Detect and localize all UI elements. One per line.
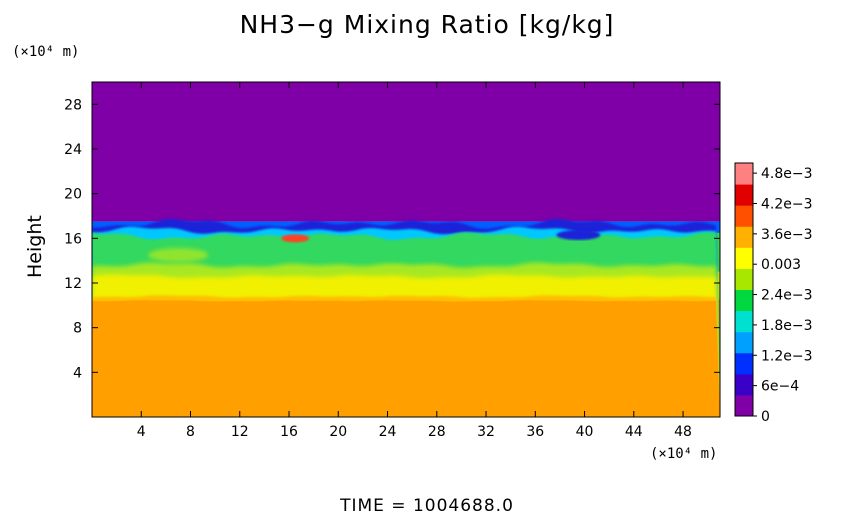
colorbar-tick-label: 2.4e−3 xyxy=(761,288,813,304)
colorbar-tick-label: 1.8e−3 xyxy=(761,318,813,334)
colorbar-tick-label: 4.8e−3 xyxy=(761,166,813,182)
plot-area xyxy=(92,82,720,417)
colorbar-swatch xyxy=(735,289,753,312)
x-tick-label: 40 xyxy=(576,424,594,440)
x-tick-label: 8 xyxy=(186,424,195,440)
chart-title: NH3−g Mixing Ratio [kg/kg] xyxy=(239,10,615,39)
colorbar-swatch xyxy=(735,268,753,290)
y-tick-label: 24 xyxy=(64,142,82,158)
colorbar-swatch xyxy=(735,352,753,375)
colorbar-tick-label: 3.6e−3 xyxy=(761,227,813,243)
colorbar-frame xyxy=(734,162,754,417)
x-tick-label: 44 xyxy=(625,424,643,440)
y-tick-label: 8 xyxy=(73,321,82,337)
x-tick-label: 20 xyxy=(329,424,347,440)
colorbar-swatch xyxy=(735,310,753,333)
y-tick-label: 4 xyxy=(73,365,82,381)
colorbar-swatch xyxy=(735,226,753,248)
x-tick-label: 36 xyxy=(526,424,544,440)
x-tick-label: 12 xyxy=(231,424,249,440)
colorbar-swatch xyxy=(735,247,753,269)
x-tick-label: 16 xyxy=(280,424,298,440)
colorbar-tick-label: 4.2e−3 xyxy=(761,196,813,212)
time-readout: TIME = 1004688.0 xyxy=(340,496,514,516)
y-tick-label: 20 xyxy=(64,187,82,203)
colorbar-tick-label: 0.003 xyxy=(761,257,801,273)
y-tick-label: 16 xyxy=(64,231,82,247)
colorbar-swatch xyxy=(735,205,753,227)
x-tick-label: 32 xyxy=(477,424,495,440)
x-tick-label: 28 xyxy=(428,424,446,440)
x-axis-unit: (×10⁴ m) xyxy=(650,446,718,462)
colorbar-swatch xyxy=(735,373,753,396)
colorbar-tick-label: 1.2e−3 xyxy=(761,348,813,364)
field-band-0 xyxy=(92,82,720,222)
y-tick-label: 12 xyxy=(64,276,82,292)
colorbar-swatch xyxy=(735,163,753,185)
dry-pocket-feature xyxy=(556,229,601,240)
y-tick-label: 28 xyxy=(64,97,82,113)
colorbar-swatch xyxy=(735,394,753,417)
colorbar-tick-label: 6e−4 xyxy=(761,379,799,395)
plume-feature xyxy=(148,248,209,263)
plot-frame xyxy=(91,81,721,418)
x-tick-label: 24 xyxy=(379,424,397,440)
x-tick-label: 48 xyxy=(674,424,692,440)
y-axis-unit: (×10⁴ m) xyxy=(12,44,80,60)
lower-layer xyxy=(92,300,720,417)
x-tick-label: 4 xyxy=(137,424,146,440)
colorbar-swatch xyxy=(735,331,753,354)
colorbar-tick-label: 0 xyxy=(761,409,770,425)
colorbar-swatch xyxy=(735,184,753,206)
colorbar: 0 6e−4 1.2e−3 1.8e−3 2.4e−3 0.003 3.6e−3 4.2e−3… xyxy=(734,162,813,425)
hotspot-feature xyxy=(281,234,310,243)
